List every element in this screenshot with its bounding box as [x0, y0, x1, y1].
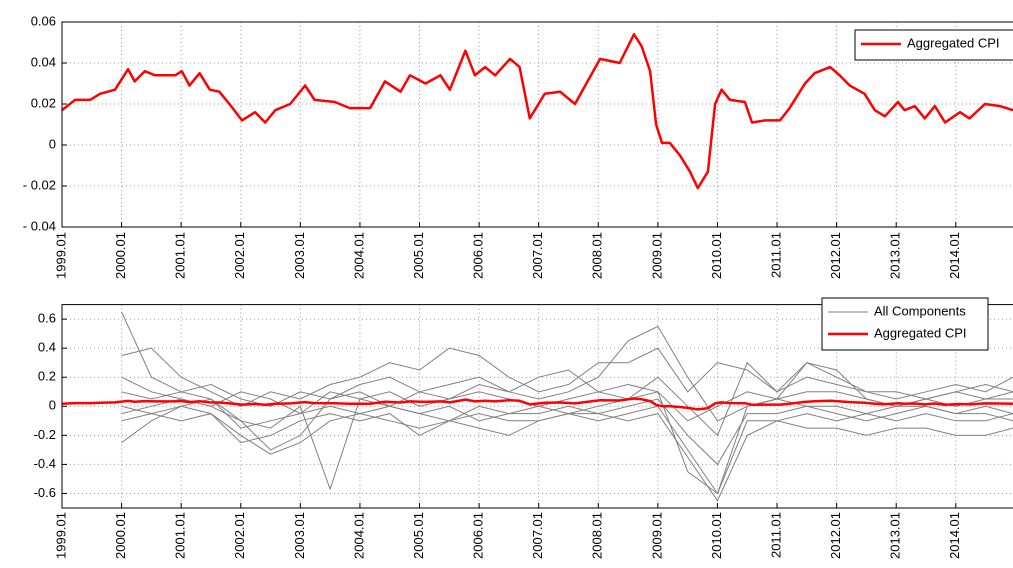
x-tick-label: 2007.01 — [530, 512, 545, 559]
plot-frame — [61, 304, 1013, 509]
x-tick-label: 2005.01 — [411, 232, 426, 279]
x-tick-label: 2001.01 — [173, 512, 188, 559]
legend-label: Aggregated CPI — [874, 325, 967, 340]
y-tick-label: 0 — [49, 398, 56, 413]
x-tick-label: 2000.01 — [113, 232, 128, 279]
legend: All Components Aggregated CPI — [821, 297, 989, 351]
y-tick-label: - 0.04 — [23, 218, 56, 233]
y-tick-label: -0.2 — [34, 427, 56, 442]
x-tick-label: 2006.01 — [471, 512, 486, 559]
y-tick-label: 0.04 — [31, 54, 56, 69]
x-tick-label: 2005.01 — [411, 512, 426, 559]
x-tick-label: 2012.01 — [828, 232, 843, 279]
x-tick-label: 2002.01 — [232, 512, 247, 559]
x-tick-label: 1999.01 — [53, 232, 68, 279]
panel: 0.6 0.4 0.2 0 -0.2 -0.4 -0.6 1999.01 2000.01 2001… — [34, 304, 1013, 559]
x-tick-label: 2013.01 — [888, 512, 903, 559]
x-tick-label: 1999.01 — [53, 512, 68, 559]
y-tick-label: 0.02 — [31, 95, 56, 110]
component-line — [121, 398, 1013, 466]
series-line — [61, 397, 1013, 411]
y-tick-label: 0.6 — [38, 311, 56, 326]
component-line — [121, 362, 1013, 422]
y-tick-label: -0.4 — [34, 456, 56, 471]
x-tick-label: 2011.01 — [768, 232, 783, 278]
x-tick-label: 2000.01 — [113, 512, 128, 559]
plot-frame — [61, 21, 1013, 228]
y-tick-label: 0.06 — [31, 13, 56, 28]
x-tick-label: 2004.01 — [351, 232, 366, 279]
y-tick-label: 0 — [49, 136, 56, 151]
x-tick-label: 2008.01 — [590, 232, 605, 279]
y-tick-label: 0.2 — [38, 369, 56, 384]
x-tick-label: 2003.01 — [292, 232, 307, 279]
legend-box — [821, 297, 989, 351]
component-line — [121, 361, 1013, 437]
x-tick-label: 2007.01 — [530, 232, 545, 279]
legend-label: All Components — [874, 303, 966, 318]
component-line — [121, 405, 1013, 495]
x-tick-label: 2008.01 — [590, 512, 605, 559]
y-tick-label: 0.4 — [38, 340, 56, 355]
x-tick-label: 2014.01 — [947, 232, 962, 279]
x-tick-label: 2003.01 — [292, 512, 307, 559]
x-tick-label: 2011.01 — [768, 512, 783, 558]
legend-label: Aggregated CPI — [907, 35, 1000, 50]
x-tick-label: 2009.01 — [649, 512, 664, 559]
y-tick-label: -0.6 — [34, 485, 56, 500]
y-tick-label: - 0.02 — [23, 177, 56, 192]
series-line — [61, 33, 1013, 190]
x-tick-label: 2012.01 — [828, 512, 843, 559]
x-tick-label: 2010.01 — [709, 512, 724, 559]
x-tick-label: 2006.01 — [471, 232, 486, 279]
x-tick-label: 2009.01 — [649, 232, 664, 279]
x-tick-label: 2002.01 — [232, 232, 247, 279]
x-tick-label: 2001.01 — [173, 232, 188, 279]
x-tick-label: 2004.01 — [351, 512, 366, 559]
component-line — [121, 405, 1013, 502]
component-line — [121, 347, 1013, 407]
legend: Aggregated CPI — [854, 29, 1013, 61]
x-tick-label: 2010.01 — [709, 232, 724, 279]
x-tick-label: 2014.01 — [947, 512, 962, 559]
x-tick-label: 2013.01 — [888, 232, 903, 279]
